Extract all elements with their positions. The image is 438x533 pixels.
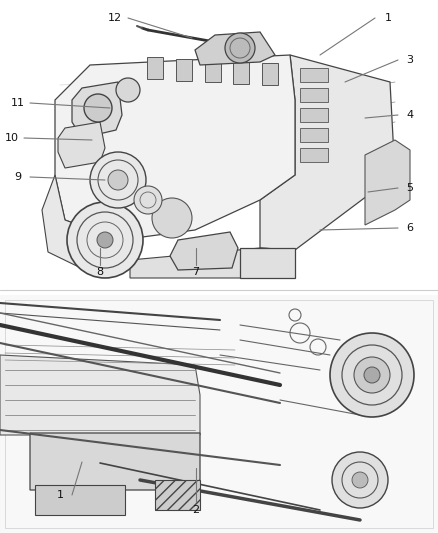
Text: 10: 10	[5, 133, 19, 143]
Bar	[262, 63, 278, 85]
Text: 11: 11	[11, 98, 25, 108]
Circle shape	[354, 357, 390, 393]
Text: 1: 1	[385, 13, 392, 23]
Bar	[300, 128, 328, 142]
Text: 4: 4	[406, 110, 413, 120]
Circle shape	[225, 33, 255, 63]
Bar	[0, 295, 438, 533]
Text: 3: 3	[406, 55, 413, 65]
Circle shape	[67, 202, 143, 278]
Circle shape	[90, 152, 146, 208]
Polygon shape	[72, 82, 122, 138]
Circle shape	[97, 232, 113, 248]
Polygon shape	[42, 175, 130, 270]
Polygon shape	[195, 32, 275, 65]
Bar	[155, 480, 200, 510]
Text: 2: 2	[192, 505, 200, 515]
Circle shape	[108, 170, 128, 190]
Circle shape	[84, 94, 112, 122]
Circle shape	[330, 333, 414, 417]
Polygon shape	[58, 122, 105, 168]
Polygon shape	[55, 55, 295, 240]
Bar	[300, 88, 328, 102]
Text: 9: 9	[14, 172, 21, 182]
Circle shape	[116, 78, 140, 102]
Polygon shape	[365, 140, 410, 225]
Circle shape	[352, 472, 368, 488]
Polygon shape	[170, 232, 238, 270]
Polygon shape	[260, 55, 395, 250]
Circle shape	[152, 198, 192, 238]
Text: 5: 5	[406, 183, 413, 193]
Bar	[176, 59, 192, 80]
Text: 8: 8	[96, 267, 103, 277]
Polygon shape	[0, 355, 200, 435]
Bar	[147, 57, 163, 79]
Bar	[300, 68, 328, 82]
Bar	[205, 60, 220, 82]
Polygon shape	[35, 485, 125, 515]
Polygon shape	[130, 248, 295, 278]
Text: 6: 6	[406, 223, 413, 233]
Bar	[300, 108, 328, 122]
Bar	[233, 61, 249, 84]
Circle shape	[364, 367, 380, 383]
Bar	[300, 148, 328, 162]
Text: 7: 7	[192, 267, 200, 277]
Text: 12: 12	[108, 13, 122, 23]
Polygon shape	[240, 248, 295, 278]
Text: 1: 1	[57, 490, 64, 500]
Polygon shape	[30, 433, 200, 490]
Circle shape	[332, 452, 388, 508]
Bar	[5, 300, 433, 528]
Circle shape	[134, 186, 162, 214]
